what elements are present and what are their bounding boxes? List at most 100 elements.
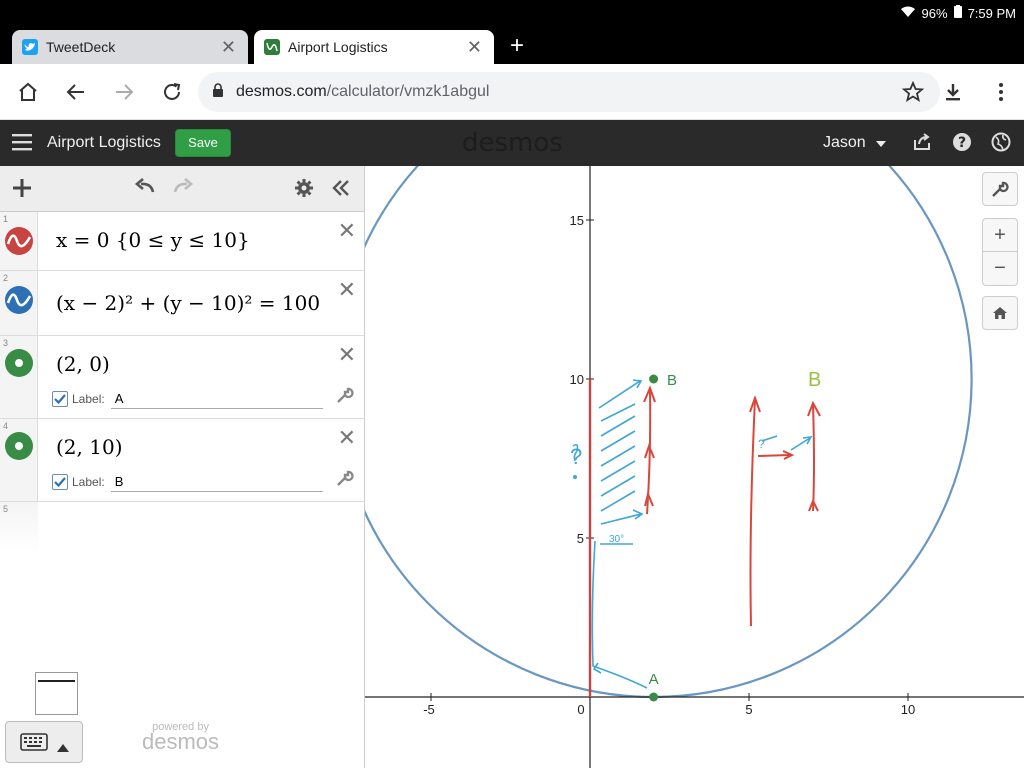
expression-row[interactable]: 1 x = 0 {0 ≤ y ≤ 10} ✕ <box>0 212 364 271</box>
expression-math[interactable]: (2, 0) <box>56 352 110 376</box>
system-status-bar: 96% 7:59 PM <box>0 0 1024 26</box>
tab-title: TweetDeck <box>46 39 116 55</box>
y-tick-label: 10 <box>570 372 584 387</box>
expression-toolbar <box>0 166 364 212</box>
expression-math[interactable]: (x − 2)² + (y − 10)² = 100 <box>56 291 321 315</box>
y-tick-label: 15 <box>570 213 584 228</box>
expression-row[interactable]: 2 (x − 2)² + (y − 10)² = 100 ✕ <box>0 271 364 336</box>
twitter-icon <box>22 39 38 55</box>
blue-curve-icon[interactable] <box>4 285 34 315</box>
expression-tab: 2 <box>0 271 38 335</box>
expression-number: 1 <box>3 214 9 224</box>
function-preview-box[interactable] <box>35 672 78 715</box>
keyboard-icon <box>20 733 48 756</box>
label-input[interactable]: A <box>110 389 323 409</box>
back-icon[interactable] <box>62 78 90 106</box>
axis-ticks <box>430 219 909 701</box>
caret-down-icon <box>870 134 887 151</box>
graph-settings-wrench-icon[interactable] <box>982 172 1018 206</box>
user-name: Jason <box>823 134 866 151</box>
globe-icon[interactable] <box>991 132 1011 157</box>
download-icon[interactable] <box>939 78 967 106</box>
caret-up-icon <box>57 739 69 757</box>
green-point-icon[interactable] <box>4 348 34 378</box>
zoom-out-icon[interactable]: − <box>982 252 1018 286</box>
expression-number: 3 <box>3 338 9 348</box>
expression-math[interactable]: x = 0 {0 ≤ y ≤ 10} <box>56 228 250 252</box>
undo-icon[interactable] <box>133 178 157 201</box>
tab-airport-logistics[interactable]: Airport Logistics ✕ <box>254 30 494 64</box>
powered-by-text: powered by <box>152 721 209 733</box>
green-point-icon[interactable] <box>4 431 34 461</box>
sketch-green-b: B <box>808 369 821 391</box>
label-input[interactable]: B <box>110 472 323 492</box>
point-b[interactable] <box>649 374 659 384</box>
delete-expression-icon[interactable]: ✕ <box>337 218 356 243</box>
new-tab-icon[interactable]: + <box>510 32 525 59</box>
zoom-in-icon[interactable]: + <box>982 218 1018 252</box>
expression-tab: 4 <box>0 419 38 501</box>
tab-tweetdeck[interactable]: TweetDeck ✕ <box>12 30 248 64</box>
sketch-question-mark: ? <box>570 444 582 469</box>
expression-list-panel: 1 x = 0 {0 ≤ y ≤ 10} ✕ 2 (x − 2)² + (y −… <box>0 166 365 768</box>
close-tab-icon[interactable]: ✕ <box>466 37 482 57</box>
delete-expression-icon[interactable]: ✕ <box>337 342 356 367</box>
help-icon[interactable]: ? <box>952 132 972 157</box>
expression-row[interactable]: 4 (2, 10) ✕ Label: B <box>0 419 364 502</box>
url-host: desmos.com <box>236 83 327 100</box>
expression-math[interactable]: (2, 10) <box>56 435 123 459</box>
desmos-logo: desmos <box>462 128 563 158</box>
label-checkbox[interactable] <box>52 474 68 490</box>
reload-icon[interactable] <box>158 78 186 106</box>
user-menu[interactable]: Jason <box>823 134 887 152</box>
y-tick-label: 5 <box>577 531 584 546</box>
desmos-favicon-icon <box>264 39 280 55</box>
url-bar[interactable]: desmos.com/calculator/vmzk1abgul <box>198 72 940 112</box>
svg-text:?: ? <box>958 135 966 151</box>
point-a[interactable] <box>649 692 659 702</box>
sketch-angle-label: 30° <box>609 534 624 545</box>
circle-curve <box>365 166 973 699</box>
close-tab-icon[interactable]: ✕ <box>220 37 236 57</box>
red-curve-icon[interactable] <box>4 226 34 256</box>
save-button[interactable]: Save <box>175 129 231 157</box>
x-tick-label: 0 <box>577 702 584 717</box>
label-caption: Label: <box>72 475 105 489</box>
powered-by-logo: desmos <box>142 729 220 754</box>
label-caption: Label: <box>72 392 105 406</box>
expression-number: 2 <box>3 273 9 283</box>
graph-svg[interactable]: -5 0 5 10 5 10 15 <box>365 166 1024 768</box>
keypad-toggle-button[interactable] <box>5 721 83 763</box>
expression-row[interactable]: 3 (2, 0) ✕ Label: A <box>0 336 364 419</box>
label-checkbox[interactable] <box>52 391 68 407</box>
wrench-icon[interactable] <box>336 386 354 409</box>
hamburger-menu-icon[interactable] <box>12 133 32 156</box>
delete-expression-icon[interactable]: ✕ <box>337 277 356 302</box>
wifi-icon <box>900 6 916 21</box>
home-icon[interactable] <box>14 78 42 106</box>
sketch-red-arrows <box>643 385 821 627</box>
x-tick-label: -5 <box>423 702 435 717</box>
battery-percentage: 96% <box>921 5 948 21</box>
settings-gear-icon[interactable] <box>294 178 314 203</box>
expression-tab: 1 <box>0 212 38 270</box>
sketch-question-mark: ? <box>758 437 765 451</box>
graph-title[interactable]: Airport Logistics <box>47 134 161 151</box>
share-icon[interactable] <box>912 132 932 157</box>
battery-icon <box>953 5 962 21</box>
collapse-panel-icon[interactable] <box>331 178 351 203</box>
graph-canvas[interactable]: -5 0 5 10 5 10 15 <box>365 166 1024 768</box>
star-icon[interactable] <box>899 78 927 106</box>
lock-icon <box>212 82 224 102</box>
point-b-label: B <box>667 372 677 389</box>
label-option: Label: A <box>52 389 323 409</box>
delete-expression-icon[interactable]: ✕ <box>337 425 356 450</box>
expression-number: 4 <box>3 421 9 431</box>
more-menu-icon[interactable] <box>987 78 1015 106</box>
add-item-icon[interactable] <box>12 178 32 203</box>
wrench-icon[interactable] <box>336 469 354 492</box>
redo-icon[interactable] <box>171 178 195 201</box>
default-view-home-icon[interactable] <box>982 296 1018 330</box>
empty-expression-row[interactable]: 5 <box>0 502 364 552</box>
forward-icon[interactable] <box>110 78 138 106</box>
